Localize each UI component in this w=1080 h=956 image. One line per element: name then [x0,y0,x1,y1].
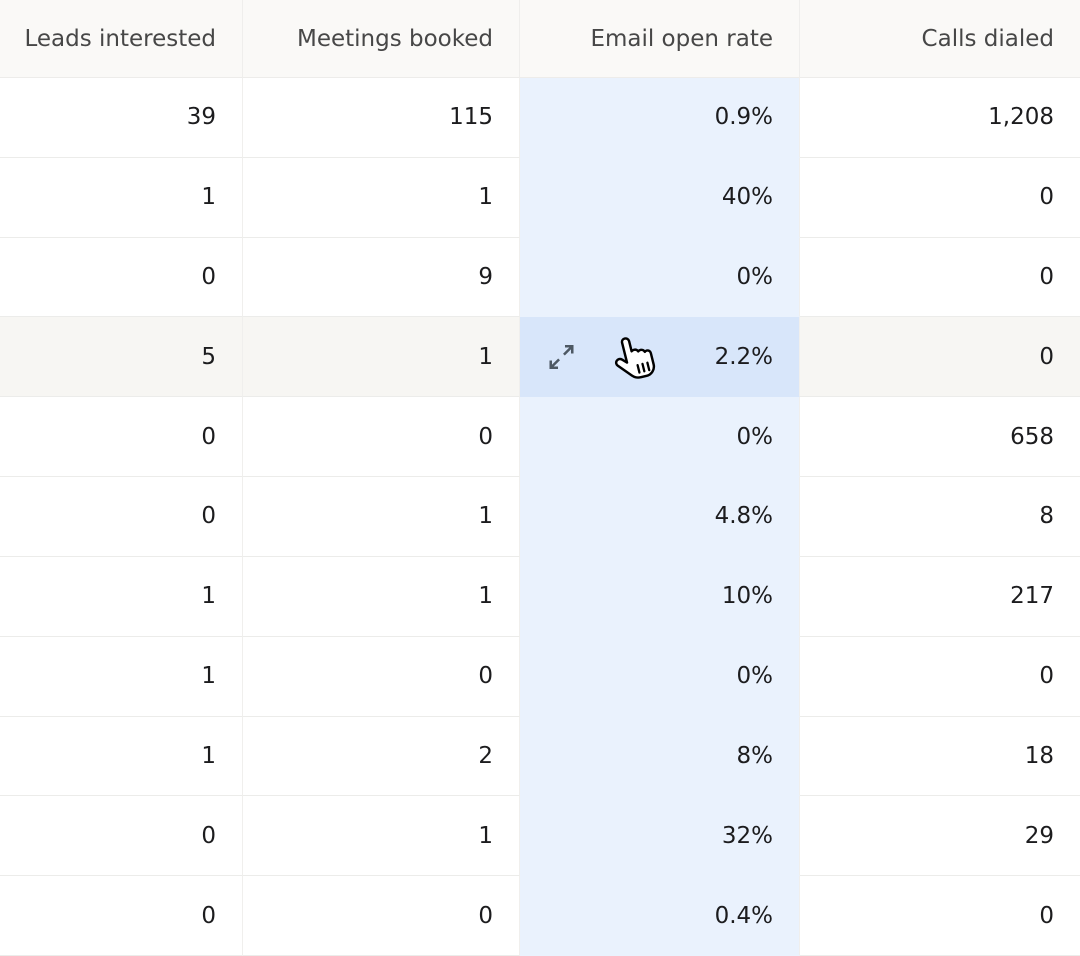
cell-email-open-rate[interactable]: 32% [520,796,800,877]
cell-calls-dialed[interactable]: 8 [800,477,1080,557]
cell-email-open-rate[interactable]: 0% [520,397,800,478]
table-row: 39 115 0.9% 1,208 [0,78,1080,158]
cell-email-open-rate-hovered[interactable]: 2.2% [520,317,800,398]
cell-leads-interested[interactable]: 0 [0,397,243,478]
cell-meetings-booked[interactable]: 1 [243,477,520,557]
table-header-row: Leads interested Meetings booked Email o… [0,0,1080,78]
cell-calls-dialed[interactable]: 1,208 [800,78,1080,158]
cell-meetings-booked[interactable]: 0 [243,876,520,956]
cell-meetings-booked[interactable]: 0 [243,397,520,478]
cell-calls-dialed[interactable]: 0 [800,157,1080,238]
cell-calls-dialed[interactable]: 658 [800,397,1080,478]
table-row: 1 2 8% 18 [0,716,1080,797]
cell-email-open-rate[interactable]: 0% [520,636,800,717]
cell-calls-dialed[interactable]: 0 [800,636,1080,717]
cell-leads-interested[interactable]: 1 [0,556,243,637]
cell-meetings-booked[interactable]: 9 [243,237,520,318]
cell-leads-interested[interactable]: 0 [0,237,243,318]
cell-email-open-rate[interactable]: 10% [520,556,800,637]
cell-email-open-rate[interactable]: 4.8% [520,477,800,557]
cell-calls-dialed[interactable]: 217 [800,556,1080,637]
cell-email-open-rate[interactable]: 8% [520,716,800,797]
table-row: 1 1 40% 0 [0,157,1080,238]
cell-leads-interested[interactable]: 39 [0,78,243,158]
expand-diagonal-arrows-icon[interactable] [546,341,577,372]
column-header-calls-dialed[interactable]: Calls dialed [800,0,1080,78]
cell-leads-interested[interactable]: 5 [0,317,243,398]
cell-leads-interested[interactable]: 0 [0,876,243,956]
cell-leads-interested[interactable]: 0 [0,477,243,557]
column-header-leads-interested[interactable]: Leads interested [0,0,243,78]
cell-calls-dialed[interactable]: 18 [800,716,1080,797]
table-row-hovered: 5 1 2.2% 0 [0,317,1080,398]
cell-leads-interested[interactable]: 1 [0,157,243,238]
cell-meetings-booked[interactable]: 1 [243,796,520,877]
column-header-meetings-booked[interactable]: Meetings booked [243,0,520,78]
cell-calls-dialed[interactable]: 0 [800,317,1080,398]
table-row: 0 9 0% 0 [0,237,1080,318]
table-row: 1 0 0% 0 [0,636,1080,717]
cell-leads-interested[interactable]: 1 [0,636,243,717]
cell-leads-interested[interactable]: 1 [0,716,243,797]
table-body: 39 115 0.9% 1,208 1 1 40% 0 0 9 0% 0 5 1 [0,78,1080,956]
hovered-cell-value: 2.2% [714,343,773,370]
column-header-email-open-rate[interactable]: Email open rate [520,0,800,78]
cell-meetings-booked[interactable]: 115 [243,78,520,158]
cell-calls-dialed[interactable]: 0 [800,237,1080,318]
cell-meetings-booked[interactable]: 0 [243,636,520,717]
cell-email-open-rate[interactable]: 0.9% [520,78,800,158]
cell-calls-dialed[interactable]: 29 [800,796,1080,877]
cell-meetings-booked[interactable]: 2 [243,716,520,797]
cell-leads-interested[interactable]: 0 [0,796,243,877]
cell-email-open-rate[interactable]: 40% [520,157,800,238]
table-row: 1 1 10% 217 [0,556,1080,637]
table-row: 0 0 0.4% 0 [0,876,1080,956]
cell-meetings-booked[interactable]: 1 [243,317,520,398]
cell-meetings-booked[interactable]: 1 [243,157,520,238]
cell-calls-dialed[interactable]: 0 [800,876,1080,956]
table-row: 0 1 4.8% 8 [0,477,1080,557]
cell-email-open-rate[interactable]: 0.4% [520,876,800,956]
table-row: 0 0 0% 658 [0,397,1080,478]
cell-meetings-booked[interactable]: 1 [243,556,520,637]
table-row: 0 1 32% 29 [0,796,1080,877]
cell-email-open-rate[interactable]: 0% [520,237,800,318]
